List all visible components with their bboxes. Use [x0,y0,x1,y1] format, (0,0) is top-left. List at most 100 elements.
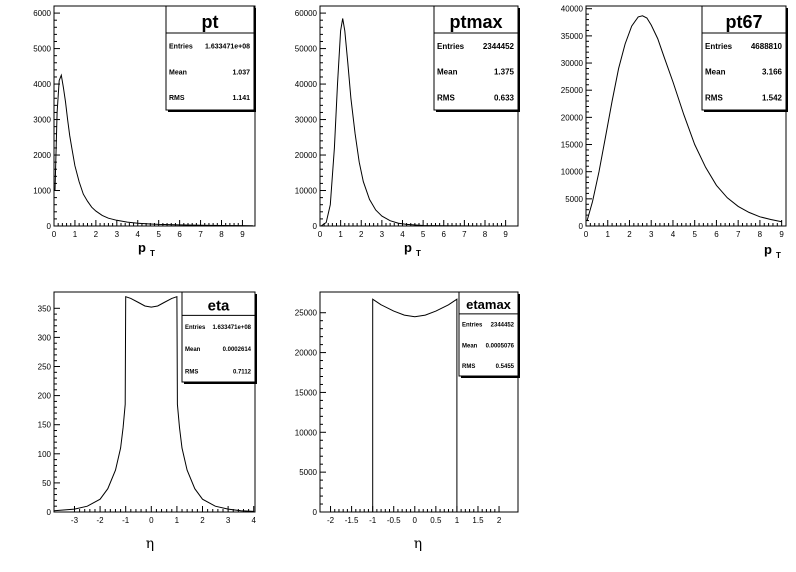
x-tick-label: 3 [380,230,385,239]
x-tick-label: 7 [462,230,467,239]
stat-label-mean: Mean [705,68,726,77]
x-tick-label: 0 [52,230,57,239]
stat-value-mean: 0.0005076 [486,343,515,349]
y-tick-label: 250 [38,362,52,371]
histogram-line [320,298,518,513]
y-tick-label: 35000 [561,32,584,41]
stat-label-entries: Entries [185,325,206,331]
y-tick-label: 20000 [295,349,318,358]
x-tick-label: 1 [606,230,611,239]
histogram-line [320,18,516,227]
stats-box-frame [433,5,519,111]
stat-value-entries: 2344452 [483,42,515,51]
x-axis-label: η [146,536,154,552]
y-tick-label: 350 [38,304,52,313]
x-tick-label: 8 [758,230,763,239]
y-tick-label: 5000 [299,468,317,477]
x-axis-label: p [138,240,146,255]
stat-label-mean: Mean [462,343,478,349]
stat-value-mean: 1.037 [232,69,250,76]
y-tick-label: 5000 [565,195,583,204]
y-tick-label: 40000 [295,80,318,89]
x-tick-label: 3 [115,230,120,239]
x-tick-label: 4 [671,230,676,239]
y-tick-label: 25000 [561,86,584,95]
x-tick-label: -0.5 [387,516,401,525]
histogram-title: pt [202,12,219,32]
stat-value-mean: 1.375 [494,68,515,77]
stat-label-entries: Entries [169,44,193,51]
x-tick-label: 4 [400,230,405,239]
stat-value-rms: 0.633 [494,93,515,102]
y-tick-label: 100 [38,450,52,459]
y-tick-label: 50 [42,479,51,488]
stat-value-entries: 2344452 [491,323,515,329]
y-tick-label: 0 [313,508,318,517]
x-tick-label: 1 [73,230,78,239]
x-tick-label: 6 [714,230,719,239]
stat-value-rms: 1.141 [232,95,250,102]
stat-label-mean: Mean [185,347,201,353]
y-tick-label: 6000 [33,9,51,18]
x-tick-label: 5 [692,230,697,239]
x-axis-label: p [404,240,412,255]
y-tick-label: 2000 [33,151,51,160]
x-axis-label-subscript: T [776,251,781,260]
stat-value-rms: 0.7112 [233,369,252,375]
x-tick-label: -3 [71,516,79,525]
histogram-title: pt67 [725,12,762,32]
x-tick-label: 5 [156,230,161,239]
y-tick-label: 0 [47,508,52,517]
stats-box-frame [165,5,255,111]
y-tick-label: 0 [579,222,584,231]
x-tick-label: 2 [627,230,632,239]
x-tick-label: 3 [226,516,231,525]
x-tick-label: 1 [455,516,460,525]
y-tick-label: 50000 [295,45,318,54]
x-tick-label: 4 [251,516,256,525]
x-tick-label: 5 [421,230,426,239]
y-tick-label: 0 [47,222,52,231]
stat-value-entries: 1.633471e+08 [205,44,250,51]
x-tick-label: -1.5 [345,516,359,525]
x-tick-label: -1 [369,516,377,525]
y-tick-label: 4000 [33,80,51,89]
stat-label-rms: RMS [462,364,475,370]
stat-label-entries: Entries [437,42,465,51]
stat-label-rms: RMS [437,93,455,102]
histogram-title: etamax [466,297,512,312]
histogram-title: eta [208,297,230,314]
y-tick-label: 150 [38,421,52,430]
histogram-title: ptmax [449,12,502,32]
y-tick-label: 30000 [295,116,318,125]
stats-box: ptmax Entries 2344452 Mean 1.375 RMS 0.633 [433,5,520,112]
x-tick-label: 0.5 [430,516,442,525]
y-tick-label: 20000 [561,113,584,122]
y-tick-label: 0 [313,222,318,231]
x-tick-label: 2 [200,516,205,525]
x-tick-label: 1 [175,516,180,525]
stat-label-rms: RMS [169,95,185,102]
y-tick-label: 30000 [561,59,584,68]
x-tick-label: 8 [219,230,224,239]
x-tick-label: 0 [584,230,589,239]
stat-label-mean: Mean [169,69,187,76]
stats-box: pt Entries 1.633471e+08 Mean 1.037 RMS 1.141 [165,5,256,112]
x-axis-label-subscript: T [150,249,155,258]
histogram-line [586,15,782,223]
x-axis-label: p [764,242,772,257]
histogram-panel-pt67: 0 5000 10000 15000 20000 25000 30000 35000 40000… [561,5,788,260]
y-tick-label: 25000 [295,309,318,318]
x-tick-label: 6 [177,230,182,239]
x-tick-label: 9 [779,230,784,239]
stat-value-mean: 3.166 [762,68,783,77]
stat-label-rms: RMS [185,369,198,375]
y-tick-label: 1000 [33,187,51,196]
y-tick-label: 20000 [295,151,318,160]
y-tick-label: 300 [38,333,52,342]
x-tick-label: 1.5 [472,516,484,525]
histogram-panel-etamax: 0 5000 10000 15000 20000 25000 -2 -1.5 -1 -0.5 0 0.… [295,291,520,552]
x-tick-label: -2 [327,516,335,525]
histogram-panel-ptmax: 0 10000 20000 30000 40000 50000 60000 0 1 2 3 4 5 6 7 8… [295,5,520,258]
stat-value-mean: 0.0002614 [223,347,252,353]
